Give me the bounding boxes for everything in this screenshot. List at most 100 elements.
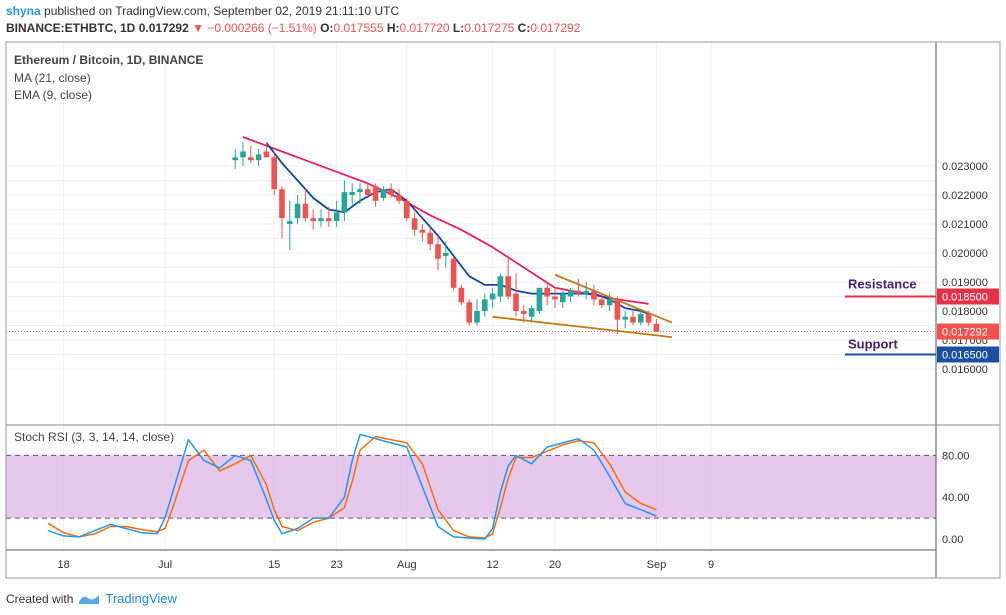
candle-down xyxy=(630,316,636,323)
candle-up xyxy=(567,290,574,297)
candle-down xyxy=(365,189,371,195)
tradingview-brand[interactable]: TradingView xyxy=(105,591,177,606)
candle-up xyxy=(443,253,449,256)
candle-up xyxy=(497,276,504,297)
candle-down xyxy=(521,311,527,314)
candle-down xyxy=(575,290,582,294)
candle-down xyxy=(645,313,652,323)
candle-down xyxy=(435,244,441,259)
candle-down xyxy=(513,293,519,311)
candle-up xyxy=(622,316,628,320)
low-value: 0.017275 xyxy=(464,21,515,35)
close-value: 0.017292 xyxy=(530,21,581,35)
ma-21-line xyxy=(242,136,649,305)
candle-down xyxy=(450,258,457,288)
candle-down xyxy=(326,218,332,222)
candle-up xyxy=(474,311,480,323)
candle-up xyxy=(357,189,363,193)
candle-down xyxy=(279,189,285,219)
price-tick-label: 0.019000 xyxy=(942,277,988,289)
ema-legend[interactable]: EMA (9, close) xyxy=(14,88,93,102)
candle-up xyxy=(528,308,535,317)
candle-down xyxy=(544,287,550,297)
candle-up xyxy=(287,221,293,224)
candle-up xyxy=(489,293,496,300)
down-arrow-icon: ▼ xyxy=(192,21,204,35)
candle-down xyxy=(653,323,660,332)
time-tick-label: Sep xyxy=(647,559,667,571)
stoch-rsi-k-line xyxy=(47,433,657,540)
support-tag xyxy=(937,346,999,363)
resistance-tag xyxy=(937,288,999,305)
rsi-band xyxy=(6,454,936,519)
candle-down xyxy=(271,157,277,190)
candle-down xyxy=(248,157,254,161)
high-value: 0.017720 xyxy=(399,21,450,35)
candle-down xyxy=(372,186,379,201)
candle-down xyxy=(404,200,410,219)
price-tick-label: 0.016000 xyxy=(942,364,988,376)
grid-lines xyxy=(6,42,936,550)
wedge-lower-line xyxy=(492,315,673,338)
close-label: C: xyxy=(517,21,531,35)
time-tick-label: 15 xyxy=(268,559,280,571)
rsi-tick-label: 40.00 xyxy=(942,492,970,504)
candle-up xyxy=(333,212,340,222)
candle-down xyxy=(614,299,621,320)
candle-up xyxy=(349,192,355,195)
time-tick-label: 20 xyxy=(549,559,561,571)
time-tick-label: 23 xyxy=(330,559,342,571)
candle-up xyxy=(255,154,262,161)
ma-legend[interactable]: MA (21, close) xyxy=(14,71,91,85)
candle-up xyxy=(380,189,387,198)
candle-up xyxy=(318,218,324,222)
symbol-line: BINANCE:ETHBTC, 1D 0.017292 ▼ −0.000266 … xyxy=(6,21,580,35)
candle-down xyxy=(458,287,465,303)
price-tick-label: 0.023000 xyxy=(942,161,988,173)
open-value: 0.017555 xyxy=(333,21,384,35)
resistance-tag-label: 0.018500 xyxy=(942,292,988,304)
candle-down xyxy=(310,218,316,222)
candle-down xyxy=(388,189,394,195)
candle-down xyxy=(419,229,426,233)
candle-up xyxy=(638,313,644,323)
chart-frame xyxy=(5,41,1001,579)
support-label: Support xyxy=(848,337,898,352)
last-price: 0.017292 xyxy=(138,21,189,35)
last-price-tag xyxy=(937,323,999,340)
candle-down xyxy=(396,195,402,201)
stoch-rsi-legend[interactable]: Stoch RSI (3, 3, 14, 14, close) xyxy=(14,430,175,444)
open-label: O: xyxy=(320,21,334,35)
price-tick-label: 0.020000 xyxy=(942,248,988,260)
support-tag-label: 0.016500 xyxy=(942,350,988,362)
price-tick-label: 0.022000 xyxy=(942,190,988,202)
candle-down xyxy=(591,290,597,300)
time-tick-label: 12 xyxy=(486,559,498,571)
author-name[interactable]: shyna xyxy=(6,4,41,18)
footer: Created with TradingView xyxy=(6,591,177,606)
price-chart[interactable]: 0.0160000.0170000.0180000.0190000.020000… xyxy=(0,0,1006,590)
candle-down xyxy=(466,302,472,323)
candle-down xyxy=(427,232,433,245)
candle-up xyxy=(482,299,488,311)
candle-down xyxy=(552,296,558,300)
rsi-tick-label: 80.00 xyxy=(942,450,970,462)
resistance-label: Resistance xyxy=(848,277,917,292)
wedge-upper-line xyxy=(554,273,673,324)
candle-up xyxy=(536,287,543,311)
price-tick-label: 0.018000 xyxy=(942,306,988,318)
candle-up xyxy=(560,293,566,303)
symbol-name: BINANCE:ETHBTC, 1D xyxy=(6,21,136,35)
rsi-tick-label: 0.00 xyxy=(942,534,963,546)
candle-up xyxy=(341,192,348,213)
candle-up xyxy=(583,290,589,294)
candle-down xyxy=(302,203,309,219)
published-line: shyna published on TradingView.com, Sept… xyxy=(6,4,399,18)
time-tick-label: 9 xyxy=(708,559,714,571)
candle-down xyxy=(505,276,511,297)
low-label: L: xyxy=(452,21,465,35)
high-label: H: xyxy=(386,21,400,35)
tradingview-logo-icon xyxy=(79,594,100,604)
candle-up xyxy=(606,299,613,306)
time-tick-label: Jul xyxy=(158,559,172,571)
